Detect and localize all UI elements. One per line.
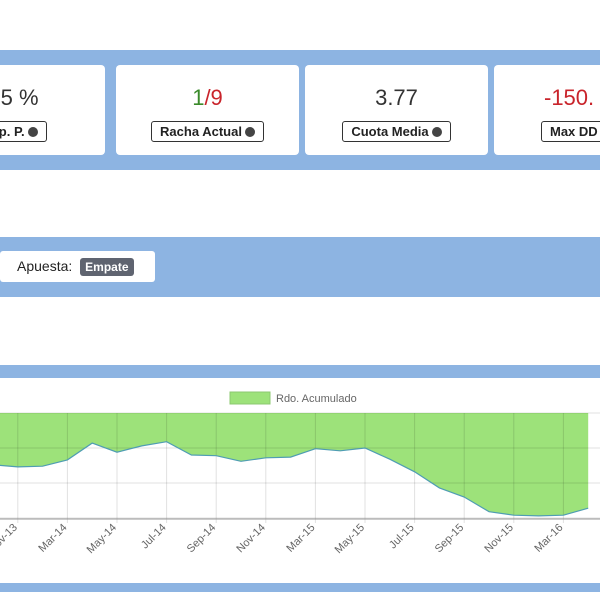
stat-button[interactable]: Ap. P. bbox=[0, 121, 47, 142]
stat-button[interactable]: Max DD bbox=[541, 121, 600, 142]
stat-label: Ap. P. bbox=[0, 124, 25, 139]
stat-label: Max DD bbox=[550, 124, 598, 139]
streak-win: 1 bbox=[192, 85, 205, 110]
line bbox=[0, 441, 589, 517]
legend-swatch bbox=[229, 391, 271, 405]
stat-button[interactable]: Racha Actual bbox=[151, 121, 264, 142]
stat-value: 3.77 bbox=[375, 85, 418, 110]
stat-card: 75 % Ap. P. bbox=[0, 65, 105, 155]
filter-box: Apuesta: Empate bbox=[0, 251, 155, 282]
area-fill bbox=[0, 413, 589, 516]
streak-rest: /9 bbox=[204, 85, 223, 110]
stat-card: 3.77 Cuota Media bbox=[305, 65, 488, 155]
stat-button[interactable]: Cuota Media bbox=[342, 121, 451, 142]
stat-label: Racha Actual bbox=[160, 124, 242, 139]
info-icon bbox=[244, 127, 255, 137]
stat-value: -150. bbox=[544, 85, 595, 110]
filter-label: Apuesta: bbox=[17, 258, 73, 274]
info-icon bbox=[431, 127, 442, 137]
stat-value: 75 % bbox=[0, 85, 39, 110]
stat-card: 1/9 Racha Actual bbox=[116, 65, 299, 155]
chart: Nov-13 Mar-14 May-14 Jul-14 Sep-14 Nov-14 Mar-… bbox=[0, 378, 600, 583]
stat-label: Cuota Media bbox=[351, 124, 429, 139]
filter-badge[interactable]: Empate bbox=[80, 258, 134, 276]
stat-value: 1/9 bbox=[116, 85, 299, 113]
info-icon bbox=[27, 127, 38, 137]
stat-card: -150. Max DD bbox=[494, 65, 600, 155]
legend-label: Rdo. Acumulado bbox=[276, 393, 357, 405]
